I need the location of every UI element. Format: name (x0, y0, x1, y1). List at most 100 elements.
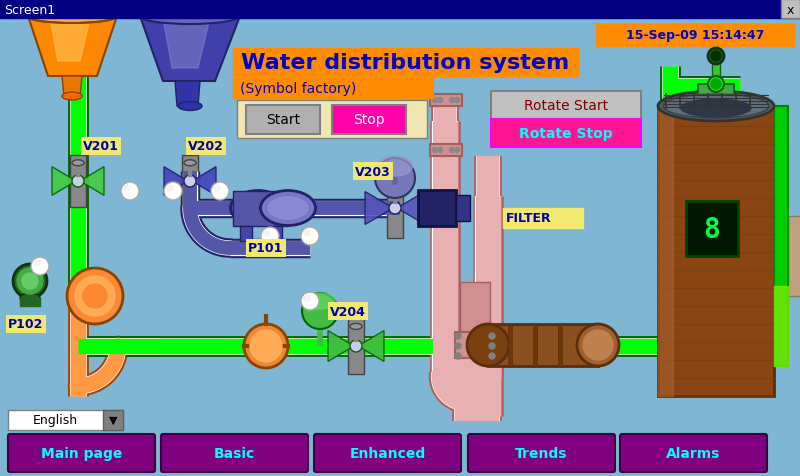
Bar (503, 208, 583, 228)
Circle shape (250, 330, 282, 362)
FancyBboxPatch shape (161, 434, 308, 472)
Ellipse shape (681, 100, 751, 118)
Bar (788, 217, 800, 297)
Circle shape (264, 230, 270, 237)
Text: Basic: Basic (214, 446, 255, 460)
Circle shape (304, 296, 310, 301)
Circle shape (455, 353, 461, 359)
Text: Enhanced: Enhanced (350, 446, 426, 460)
Bar (596, 25, 794, 47)
Ellipse shape (305, 293, 335, 309)
Ellipse shape (375, 159, 415, 198)
Circle shape (164, 183, 182, 200)
FancyBboxPatch shape (314, 434, 461, 472)
FancyBboxPatch shape (246, 106, 320, 135)
Circle shape (244, 324, 288, 368)
Text: V202: V202 (188, 140, 224, 153)
FancyBboxPatch shape (491, 120, 641, 148)
Polygon shape (175, 82, 200, 107)
Circle shape (211, 183, 229, 200)
Circle shape (433, 148, 438, 153)
Ellipse shape (17, 268, 43, 294)
Text: Screen1: Screen1 (4, 3, 55, 17)
Text: ▼: ▼ (109, 415, 118, 425)
Text: P102: P102 (8, 318, 43, 331)
Text: FILTER: FILTER (506, 212, 552, 225)
Ellipse shape (658, 92, 774, 122)
Text: Start: Start (266, 113, 300, 127)
Circle shape (301, 292, 319, 310)
Polygon shape (140, 17, 240, 82)
Circle shape (454, 148, 459, 153)
Ellipse shape (708, 77, 724, 93)
Text: Alarms: Alarms (666, 446, 721, 460)
Bar (348, 318, 364, 374)
Text: 15-Sep-09 15:14:47: 15-Sep-09 15:14:47 (626, 30, 764, 42)
Circle shape (450, 98, 454, 103)
Circle shape (489, 353, 495, 359)
Polygon shape (164, 168, 188, 196)
Ellipse shape (663, 95, 769, 119)
Bar (455, 332, 495, 358)
Circle shape (75, 277, 115, 317)
FancyBboxPatch shape (468, 434, 615, 472)
Bar (686, 201, 738, 257)
Bar (774, 287, 788, 366)
Bar (558, 324, 562, 366)
Ellipse shape (577, 324, 619, 366)
Circle shape (124, 186, 130, 192)
Circle shape (438, 148, 442, 153)
Circle shape (489, 343, 495, 349)
FancyBboxPatch shape (332, 106, 406, 135)
FancyBboxPatch shape (8, 434, 155, 472)
Circle shape (433, 98, 438, 103)
Text: P101: P101 (248, 242, 283, 255)
Circle shape (301, 228, 319, 246)
Circle shape (708, 49, 724, 65)
Bar (488, 324, 598, 366)
Text: x: x (786, 3, 794, 17)
Ellipse shape (62, 93, 82, 101)
Text: Main page: Main page (41, 446, 122, 460)
Bar (233, 79, 433, 99)
Ellipse shape (268, 198, 308, 219)
Bar (103, 410, 123, 430)
Text: V203: V203 (355, 165, 390, 178)
Circle shape (214, 186, 220, 192)
Circle shape (304, 230, 310, 237)
Bar (430, 95, 462, 107)
Ellipse shape (467, 324, 509, 366)
Circle shape (34, 260, 40, 267)
Ellipse shape (13, 265, 47, 298)
Text: (Symbol factory): (Symbol factory) (240, 82, 356, 96)
Polygon shape (163, 19, 210, 69)
Text: Rotate Stop: Rotate Stop (519, 127, 613, 141)
Circle shape (261, 228, 279, 246)
Bar (712, 59, 720, 77)
Bar (460, 282, 490, 332)
Circle shape (389, 203, 401, 215)
Ellipse shape (22, 273, 38, 289)
Bar (0, 0, 800, 19)
Bar (237, 101, 427, 139)
Bar (233, 49, 578, 77)
Ellipse shape (140, 9, 240, 25)
Bar (430, 145, 462, 157)
Polygon shape (397, 192, 425, 225)
Text: Water distribution system: Water distribution system (241, 53, 569, 73)
Text: 8: 8 (704, 216, 720, 244)
Circle shape (72, 176, 84, 188)
Ellipse shape (20, 293, 40, 303)
Text: V204: V204 (330, 305, 366, 318)
Bar (8, 410, 123, 430)
Polygon shape (365, 192, 393, 225)
Text: Rotate Start: Rotate Start (524, 99, 608, 113)
Ellipse shape (184, 160, 196, 167)
FancyBboxPatch shape (491, 92, 641, 120)
Bar (20, 298, 40, 307)
Circle shape (450, 148, 454, 153)
Polygon shape (358, 331, 384, 362)
Bar (456, 196, 470, 221)
Circle shape (121, 183, 139, 200)
Bar (774, 107, 788, 366)
